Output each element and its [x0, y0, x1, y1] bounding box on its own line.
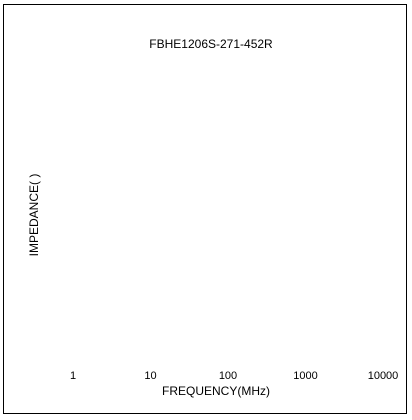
chart-frame: FBHE1206S-271-452R 1 10 100 1000 10000 FREQU… — [3, 4, 407, 414]
x-tick-labels: 1 10 100 1000 10000 — [70, 370, 398, 382]
x-tick-label: 1000 — [293, 370, 317, 382]
x-tick-label: 10000 — [368, 370, 399, 382]
x-axis-label: FREQUENCY(MHz) — [162, 384, 270, 398]
x-tick-label: 1 — [70, 370, 76, 382]
y-axis-label: IMPEDANCE( ) — [27, 174, 41, 257]
x-tick-label: 10 — [144, 370, 156, 382]
chart: FBHE1206S-271-452R 1 10 100 1000 10000 FREQU… — [27, 37, 398, 398]
x-tick-label: 100 — [219, 370, 237, 382]
chart-title: FBHE1206S-271-452R — [149, 37, 273, 51]
